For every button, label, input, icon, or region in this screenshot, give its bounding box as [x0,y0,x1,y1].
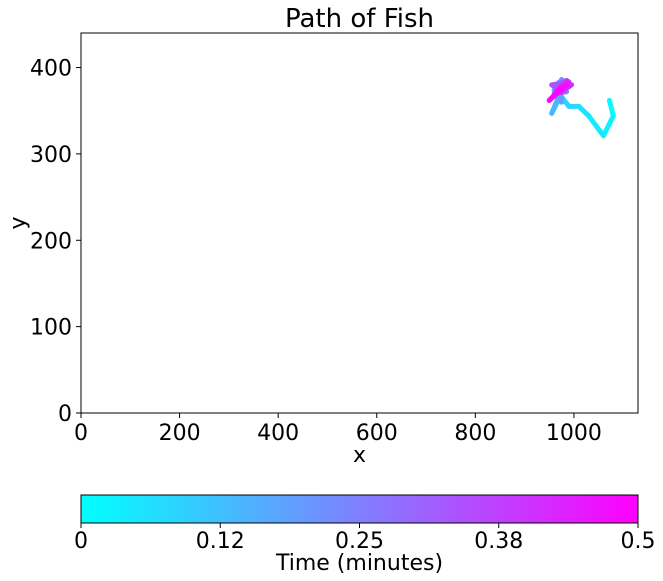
x-tick-label: 800 [454,421,496,446]
path-segment [606,97,616,119]
path-segment [546,86,563,103]
y-tick-label: 0 [58,402,72,427]
colorbar [80,494,639,524]
x-tick-label: 0 [74,421,88,446]
colorbar-tick-label: 0.38 [474,529,523,554]
y-tick-label: 400 [30,57,72,82]
path-segment [586,113,606,139]
x-axis-ticks: 0 200 400 600 800 1000 [74,413,602,446]
path-segment [549,95,561,116]
path-segment [600,113,616,139]
y-tick-label: 200 [30,229,72,254]
x-tick-label: 200 [159,421,201,446]
fish-path [546,77,616,139]
x-axis-label: x [353,443,366,468]
plot-frame [80,32,639,414]
colorbar-label: Time (minutes) [275,551,443,576]
colorbar-tick-label: 0.25 [335,529,384,554]
y-tick-label: 300 [30,143,72,168]
y-axis-label: y [6,216,31,229]
chart-title: Path of Fish [285,4,434,34]
x-tick-label: 1000 [546,421,602,446]
colorbar-tick-label: 0.5 [621,529,656,554]
colorbar-tick-label: 0 [74,529,88,554]
colorbar-tick-label: 0.12 [196,529,245,554]
y-tick-label: 100 [30,316,72,341]
colorbar-ticks: 0 0.12 0.25 0.38 0.5 [74,523,656,554]
x-tick-label: 400 [257,421,299,446]
y-axis-ticks: 0 100 200 300 400 [30,57,81,427]
x-tick-label: 600 [356,421,398,446]
